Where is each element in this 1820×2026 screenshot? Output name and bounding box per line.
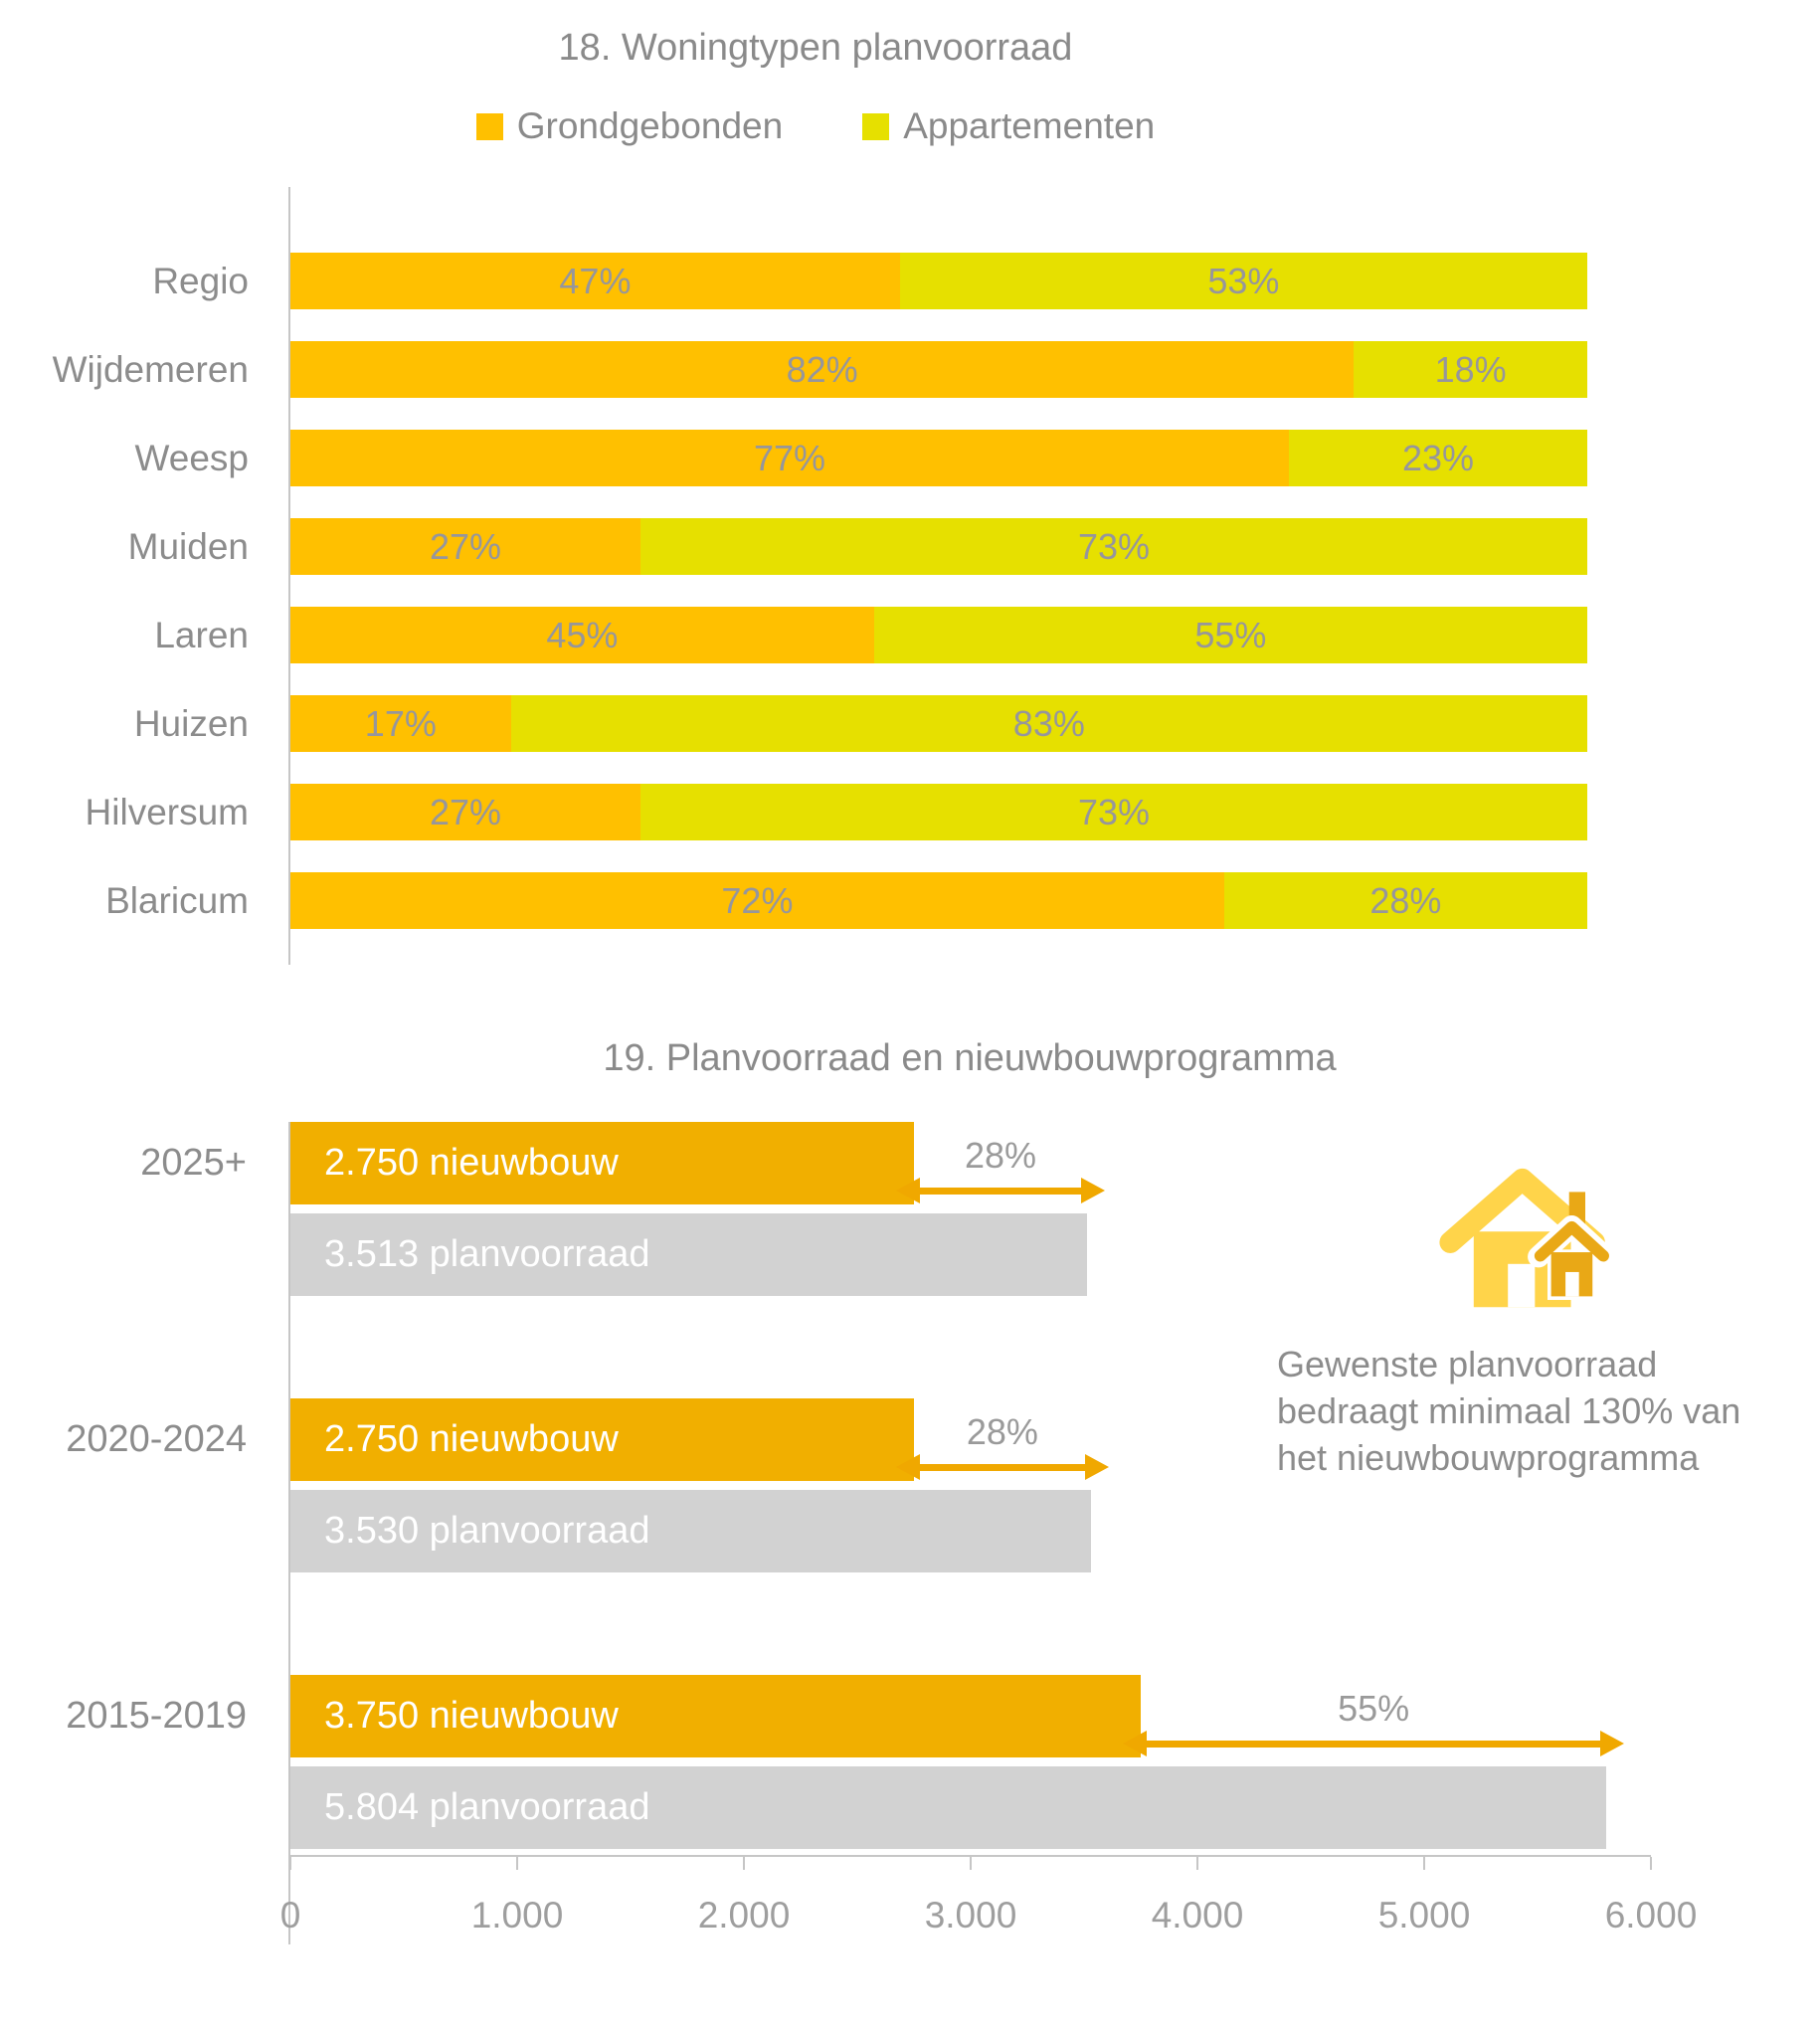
chart18-bar: 27% 73%: [290, 784, 1587, 840]
chart18-segment-grondgebonden: 47%: [290, 253, 900, 309]
chart18-category-label: Weesp: [134, 437, 250, 478]
chart18-rows: Regio 47% 53% Wijdemeren 82% 18% Weesp 77% 23% Mu…: [53, 237, 1587, 945]
legend-swatch-grondgebonden-icon: [475, 112, 503, 140]
chart19-group: 2020-2024 2.750 nieuwbouw 3.530 planvoorra…: [66, 1398, 1651, 1572]
legend-swatch-appartementen-icon: [862, 112, 890, 140]
chart19-bar-nieuwbouw: 3.750 nieuwbouw: [290, 1675, 1141, 1757]
gap-percentage-label: 28%: [964, 1135, 1036, 1176]
chart19-bar-planvoorraad: 5.804 planvoorraad: [290, 1766, 1607, 1849]
chart19-groups: 2025+ 2.750 nieuwbouw 3.513 planvoorraad 28…: [66, 1122, 1651, 1849]
chart19-category-label: 2025+: [140, 1142, 247, 1184]
chart18-segment-grondgebonden: 45%: [290, 607, 874, 663]
chart18-row: Weesp 77% 23%: [135, 414, 1587, 502]
chart18-segment-appartementen: 18%: [1354, 341, 1587, 398]
gap-arrow-icon: [896, 1454, 1109, 1480]
chart19-group: 2015-2019 3.750 nieuwbouw 5.804 planvoorra…: [66, 1675, 1651, 1849]
chart18-bar: 47% 53%: [290, 253, 1587, 309]
x-axis-tick-label: 1.000: [470, 1895, 564, 1935]
gap-percentage-label: 55%: [1338, 1688, 1410, 1729]
chart19-title: 19. Planvoorraad en nieuwbouwprogramma: [603, 1037, 1337, 1079]
chart18-row: Laren 45% 55%: [154, 591, 1587, 679]
chart19-bar-planvoorraad: 3.530 planvoorraad: [290, 1490, 1091, 1572]
chart19-x-axis-labels: 0 1.000 2.000 3.000 4.000 5.000 6.000: [280, 1895, 1698, 1944]
x-axis-tick: [743, 1857, 745, 1870]
chart18-row: Hilversum 27% 73%: [86, 768, 1587, 856]
chart18-category-label: Wijdemeren: [52, 348, 249, 390]
chart18-category-label: Huizen: [133, 702, 249, 744]
legend-item-grondgebonden: Grondgebonden: [475, 105, 784, 147]
legend-label-appartementen: Appartementen: [903, 105, 1156, 146]
x-axis-tick: [289, 1857, 291, 1870]
chart-woningtypen-planvoorraad: 18. Woningtypen planvoorraad Grondgebond…: [0, 0, 1631, 965]
chart18-category-label: Laren: [154, 614, 249, 655]
chart18-title: 18. Woningtypen planvoorraad: [558, 27, 1073, 69]
legend-label-grondgebonden: Grondgebonden: [516, 105, 784, 146]
chart18-category-label: Blaricum: [105, 879, 249, 921]
chart18-bar: 72% 28%: [290, 872, 1587, 929]
chart19-bar-nieuwbouw: 2.750 nieuwbouw: [290, 1398, 914, 1481]
chart18-category-label: Hilversum: [85, 791, 249, 832]
chart18-bar: 17% 83%: [290, 695, 1587, 752]
chart18-row: Wijdemeren 82% 18%: [53, 325, 1587, 414]
x-axis-tick-label: 3.000: [924, 1895, 1017, 1935]
x-axis-tick: [1196, 1857, 1198, 1870]
chart18-segment-appartementen: 55%: [873, 607, 1587, 663]
chart18-segment-appartementen: 73%: [640, 518, 1587, 575]
chart18-segment-grondgebonden: 77%: [290, 430, 1290, 486]
x-axis-tick: [1650, 1857, 1652, 1870]
x-axis-tick-label: 0: [279, 1895, 301, 1935]
chart18-bar: 27% 73%: [290, 518, 1587, 575]
chart-planvoorraad-nieuwbouwprogramma: 19. Planvoorraad en nieuwbouwprogramma 2…: [0, 1036, 1820, 1944]
chart18-legend: Grondgebonden Appartementen: [0, 105, 1631, 147]
chart18-row: Regio 47% 53%: [152, 237, 1587, 325]
chart18-segment-appartementen: 53%: [899, 253, 1587, 309]
chart18-category-label: Regio: [152, 260, 249, 301]
x-axis-tick: [970, 1857, 972, 1870]
chart19-category-label: 2020-2024: [66, 1418, 247, 1460]
chart18-bar: 45% 55%: [290, 607, 1587, 663]
x-axis-tick: [516, 1857, 518, 1870]
chart19-group: 2025+ 2.750 nieuwbouw 3.513 planvoorraad 28…: [140, 1122, 1651, 1296]
chart19-x-axis: [289, 1855, 1652, 1870]
annotation-text: Gewenste planvoorraad bedraagt minimaal …: [1277, 1341, 1820, 1481]
chart18-segment-appartementen: 28%: [1223, 872, 1587, 929]
chart18-bar: 77% 23%: [290, 430, 1587, 486]
chart18-segment-grondgebonden: 72%: [290, 872, 1224, 929]
gap-arrow-icon: [1122, 1731, 1625, 1756]
chart18-segment-appartementen: 73%: [640, 784, 1587, 840]
x-axis-tick: [1423, 1857, 1425, 1870]
houses-icon: [1439, 1168, 1616, 1308]
chart19-bar-nieuwbouw: 2.750 nieuwbouw: [290, 1122, 914, 1204]
chart19-bar-planvoorraad: 3.513 planvoorraad: [290, 1213, 1087, 1296]
x-axis-tick-label: 6.000: [1604, 1895, 1698, 1935]
chart18-row: Huizen 17% 83%: [134, 679, 1587, 768]
gap-percentage-label: 28%: [966, 1411, 1038, 1452]
chart18-segment-grondgebonden: 27%: [290, 518, 641, 575]
chart18-row: Muiden 27% 73%: [128, 502, 1587, 591]
chart18-category-label: Muiden: [127, 525, 249, 567]
chart18-segment-appartementen: 23%: [1289, 430, 1587, 486]
annotation-line-1: Gewenste planvoorraad: [1277, 1344, 1658, 1384]
legend-item-appartementen: Appartementen: [862, 105, 1155, 147]
chart18-segment-grondgebonden: 27%: [290, 784, 641, 840]
gap-arrow-icon: [896, 1178, 1105, 1203]
chart18-plot-area: Regio 47% 53% Wijdemeren 82% 18% Weesp 77% 23% Mu…: [53, 187, 1587, 965]
chart18-bar: 82% 18%: [290, 341, 1587, 398]
chart19-plot-area: 2025+ 2.750 nieuwbouw 3.513 planvoorraad 28…: [66, 1122, 1698, 1944]
x-axis-tick-label: 5.000: [1377, 1895, 1471, 1935]
x-axis-tick-label: 4.000: [1151, 1895, 1244, 1935]
chart18-segment-appartementen: 83%: [510, 695, 1587, 752]
chart18-row: Blaricum 72% 28%: [105, 856, 1587, 945]
chart18-segment-grondgebonden: 82%: [290, 341, 1355, 398]
x-axis-tick-label: 2.000: [697, 1895, 791, 1935]
chart19-category-label: 2015-2019: [66, 1695, 247, 1737]
chart18-segment-grondgebonden: 17%: [290, 695, 511, 752]
annotation-line-3: het nieuwbouwprogramma: [1277, 1437, 1700, 1478]
annotation-line-2: bedraagt minimaal 130% van: [1277, 1390, 1741, 1431]
